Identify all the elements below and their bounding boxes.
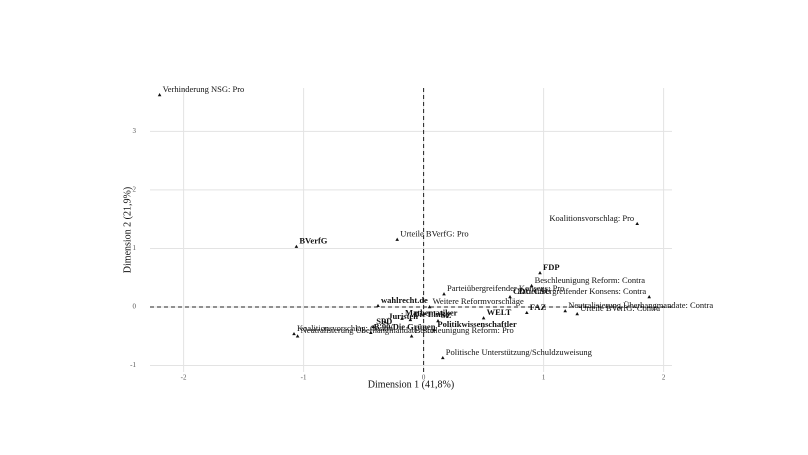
point-label: WELT [487,307,512,317]
point-label: Politikwissenschaftler [437,319,517,329]
point-label: Koalitionsvorschlag: Pro [549,213,634,223]
point-label: wahlrecht.de [381,295,428,305]
point [292,331,296,336]
x-tick-label: -2 [181,374,187,382]
point [408,317,413,322]
point [295,334,300,338]
point [481,316,486,320]
x-tick-label: 0 [422,374,426,382]
x-axis-title: Dimension 1 (41,8%) [368,379,454,390]
point [409,334,414,338]
point [647,295,651,299]
point [369,330,373,334]
point-label: Urteile BVerfG: Pro [400,229,468,239]
point [395,237,399,241]
point-label: Neutralisierung Überhangmandate: Contra [568,300,713,310]
x-tick-label: -1 [301,374,307,382]
point-label: Politische Unterstützung/Schuldzuweisung [446,347,593,357]
point-label: Mathematiker [405,308,458,318]
point-label: SZ [441,310,452,320]
point [575,312,579,316]
point-label: Beschleunigung Reform: Pro [415,325,514,335]
y-tick-label: 2 [133,185,137,193]
point [371,324,375,329]
point-label: Verhinderung NSG: Pro [163,84,245,94]
point [508,295,512,299]
y-tick-label: -1 [130,361,136,369]
point-label: Parteiübergreifender Konsens: Pro [447,283,564,293]
point-label: CDU/CSU [513,286,551,296]
point [157,93,162,97]
point [441,355,445,360]
point [294,244,299,248]
point-label: Parteiübergreifender Konsens: Contra [517,286,646,296]
y-tick-label: 3 [133,127,137,135]
x-tick-label: 2 [662,374,666,382]
point [635,221,639,226]
point [436,319,440,323]
y-axis-title: Dimension 2 (21,9%) [122,187,133,273]
point-label: Urteile BVerfG: Contra [580,303,660,313]
point [432,327,437,332]
y-tick-label: 1 [133,244,137,252]
point-label: BVerfG [299,236,327,246]
point-label: Beschleunigung Reform: Contra [535,275,646,285]
point [538,271,542,275]
point-label: Die Linke [413,309,449,319]
point [525,310,529,315]
point-label: Juristen [388,311,418,321]
point-label: FDP [543,262,560,272]
x-tick-label: 1 [542,374,546,382]
point-label: B'90/Die Grünen [374,322,436,332]
point [529,283,534,288]
point-label: SPD [376,316,392,326]
point [442,292,446,296]
point-label: Weitere Reformvorschläge [433,296,524,306]
point [400,316,404,320]
point-label: Koalitionsvorschlag: Contra [297,323,393,333]
point-label: Neutralisierung Überhangmandate: Pro [301,325,435,335]
point-label: FAZ [530,302,547,312]
point [427,305,432,309]
point [376,303,380,308]
y-tick-label: 0 [133,303,137,311]
point [563,309,567,313]
point [383,320,387,324]
